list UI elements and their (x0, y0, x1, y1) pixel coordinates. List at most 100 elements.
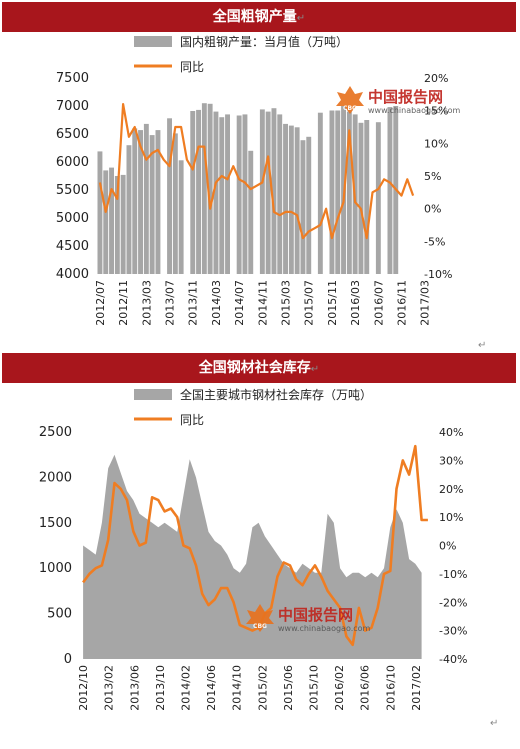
c1-bar (213, 111, 219, 274)
c2-x-tick: 2015/02 (256, 665, 269, 711)
c2-x-tick: 2013/10 (154, 665, 167, 711)
c2-x-tick: 2014/10 (231, 665, 244, 711)
c1-x-tick: 2015/07 (303, 280, 316, 326)
c1-bar (178, 160, 184, 274)
c1-bar (283, 123, 288, 275)
c1-bar (138, 130, 143, 274)
c1-y-left-tick: 5500 (56, 183, 89, 198)
c2-x-tick: 2016/02 (333, 665, 346, 711)
c2-y-right-tick: 30% (439, 454, 463, 467)
c2-brand: 中国报告网 (278, 606, 353, 624)
c1-bar (225, 114, 230, 275)
c1-y-left-tick: 6500 (56, 127, 89, 142)
c1-bar (103, 170, 109, 274)
c1-bar (277, 114, 283, 275)
c2-logo-text: CBG (253, 623, 267, 630)
c1-y-right-tick: 10% (424, 137, 448, 150)
c1-bar (248, 150, 254, 274)
banner-steel-inventory: 全国钢材社会库存↵ (2, 353, 516, 383)
c2-legend-label-main: 全国主要城市钢材社会库存（万吨） (180, 387, 372, 402)
c2-x-tick: 2016/10 (384, 665, 397, 711)
banner-crude-steel: 全国粗钢产量↵ (2, 2, 516, 32)
c2-y-right-tick: -20% (439, 596, 467, 609)
c1-bar (346, 111, 352, 274)
banner-title: 全国钢材社会库存 (198, 360, 311, 376)
c1-bar (375, 122, 381, 274)
c2-y-left-tick: 1000 (39, 561, 72, 576)
c1-x-tick: 2012/07 (94, 280, 107, 326)
c1-bar (335, 110, 341, 274)
c2-x-tick: 2014/06 (205, 665, 218, 711)
c1-bar (300, 140, 306, 274)
c1-bar (190, 111, 196, 274)
c2-y-right-tick: 0% (439, 540, 456, 553)
c1-x-tick: 2013/11 (187, 280, 200, 326)
c1-bar (219, 117, 225, 274)
c1-x-tick: 2012/11 (117, 280, 130, 326)
c1-x-tick: 2014/07 (233, 280, 246, 326)
c1-bar (288, 125, 294, 274)
c1-bar (109, 167, 114, 274)
c1-bar (242, 114, 248, 275)
c2-y-left-tick: 500 (47, 607, 72, 622)
c1-bar (167, 118, 172, 274)
c1-bar (294, 127, 300, 274)
c2-area-series (83, 454, 422, 659)
c2-y-left-tick: 2500 (39, 425, 72, 440)
paragraph-mark-end: ↵ (490, 718, 499, 729)
c1-bar (120, 174, 126, 274)
c1-bar (155, 130, 161, 274)
c1-y-right-tick: -10% (424, 268, 452, 281)
c1-bar (259, 109, 265, 275)
c2-y-right-tick: -30% (439, 625, 467, 638)
steel-inventory-chart: 0 500 1000 1500 2000 2500 -40% -30% -20% -10% 0% 10… (39, 387, 468, 711)
c2-x-tick: 2016/06 (359, 665, 372, 711)
c2-logo-icon (246, 604, 274, 632)
c1-legend-label-yoy: 同比 (180, 60, 204, 74)
c1-bar (97, 151, 103, 274)
c1-bar (149, 135, 155, 274)
c1-y-right-tick: 5% (424, 170, 441, 183)
c1-y-left-tick: 7000 (56, 99, 89, 114)
c1-bar (201, 103, 207, 274)
c2-y-right-tick: -10% (439, 568, 467, 581)
c1-bar (358, 122, 364, 274)
c1-logo-icon (336, 86, 364, 114)
c2-y-right-tick: 20% (439, 483, 463, 496)
c2-x-tick: 2015/10 (308, 665, 321, 711)
c1-x-tick: 2015/11 (326, 280, 339, 326)
c1-y-left-tick: 4000 (56, 267, 89, 282)
c1-bar (236, 115, 242, 274)
c2-yoy-line (82, 444, 428, 647)
c2-y-right-tick: 10% (439, 511, 463, 524)
c1-bar (207, 103, 213, 274)
c1-bar (126, 145, 132, 274)
c1-y-left-tick: 6000 (56, 155, 89, 170)
c1-y-right-tick: 15% (424, 105, 448, 118)
c1-x-tick: 2016/11 (396, 280, 409, 326)
c1-logo-text: CBG (343, 105, 357, 112)
c1-bar (265, 111, 271, 274)
c1-bar (317, 112, 323, 274)
paragraph-mark-mid: ↵ (478, 340, 487, 351)
c1-bar (271, 108, 277, 274)
c1-bar (329, 110, 335, 274)
c1-y-left-tick: 4500 (56, 239, 89, 254)
c2-x-tick: 2013/06 (128, 665, 141, 711)
c1-x-tick: 2013/07 (164, 280, 177, 326)
c1-legend-label-main: 国内粗钢产量：当月值（万吨） (180, 34, 348, 49)
c1-x-tick: 2017/03 (419, 280, 432, 326)
c1-x-tick: 2016/03 (349, 280, 362, 326)
c1-legend-swatch-bar (134, 36, 172, 47)
paragraph-mark: ↵ (310, 364, 320, 375)
c2-x-tick: 2017/02 (410, 665, 423, 711)
c2-x-tick: 2012/10 (77, 665, 90, 711)
c2-y-left-tick: 1500 (39, 516, 72, 531)
c2-y-left-tick: 2000 (39, 470, 72, 485)
c1-url: www.chinabaogao.com (368, 106, 461, 115)
c1-bar (387, 107, 393, 274)
paragraph-mark: ↵ (296, 13, 306, 24)
c2-url: www.chinabaogao.com (278, 624, 371, 633)
